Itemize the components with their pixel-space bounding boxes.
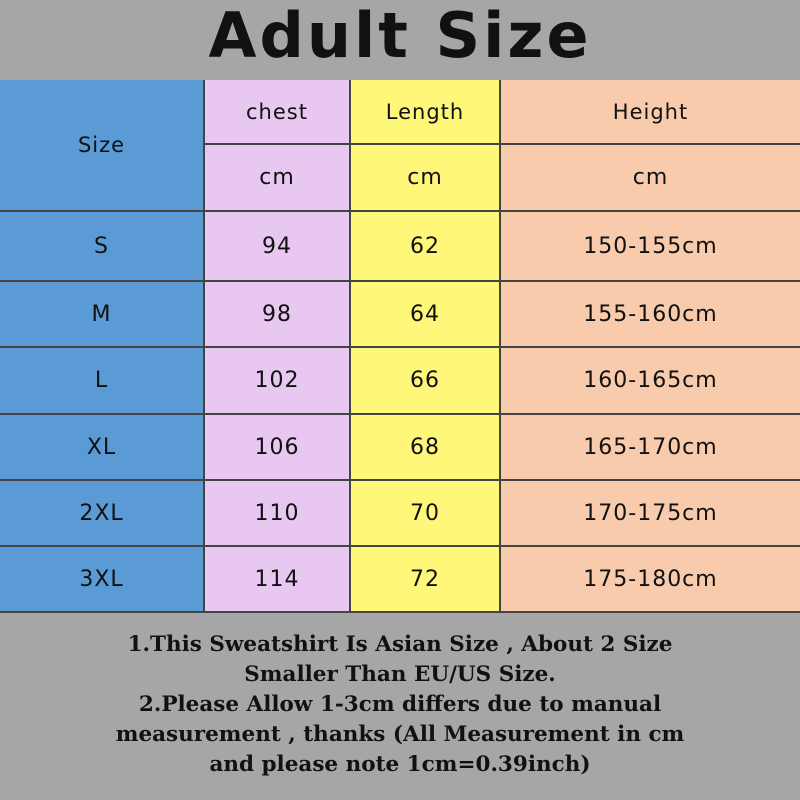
cell-length: 64 — [351, 282, 501, 348]
cell-size: S — [0, 212, 205, 282]
note-line: 1.This Sweatshirt Is Asian Size , About … — [127, 632, 673, 657]
cell-chest: 94 — [205, 212, 351, 282]
cell-height: 165-170cm — [501, 415, 800, 481]
unit-chest: cm — [205, 145, 351, 212]
cell-length: 68 — [351, 415, 501, 481]
cell-length: 62 — [351, 212, 501, 282]
header-height: Height — [501, 80, 800, 145]
cell-chest: 106 — [205, 415, 351, 481]
cell-size: 3XL — [0, 547, 205, 613]
note-line: and please note 1cm=0.39inch) — [209, 752, 591, 777]
header-chest: chest — [205, 80, 351, 145]
cell-size: M — [0, 282, 205, 348]
note-line: Smaller Than EU/US Size. — [244, 662, 556, 687]
cell-chest: 102 — [205, 348, 351, 415]
cell-height: 155-160cm — [501, 282, 800, 348]
cell-height: 175-180cm — [501, 547, 800, 613]
cell-chest: 98 — [205, 282, 351, 348]
note-line: 2.Please Allow 1-3cm differs due to manu… — [138, 692, 662, 717]
unit-length: cm — [351, 145, 501, 212]
cell-length: 70 — [351, 481, 501, 547]
size-table: Size chest Length Height cm cm cm S 94 62 1… — [0, 80, 800, 613]
cell-height: 170-175cm — [501, 481, 800, 547]
cell-height: 150-155cm — [501, 212, 800, 282]
cell-chest: 110 — [205, 481, 351, 547]
cell-height: 160-165cm — [501, 348, 800, 415]
unit-height: cm — [501, 145, 800, 212]
cell-chest: 114 — [205, 547, 351, 613]
header-length: Length — [351, 80, 501, 145]
cell-size: 2XL — [0, 481, 205, 547]
page-title: Adult Size — [208, 0, 592, 72]
cell-length: 72 — [351, 547, 501, 613]
cell-size: L — [0, 348, 205, 415]
note-line: measurement , thanks (All Measurement in… — [115, 722, 685, 747]
cell-size: XL — [0, 415, 205, 481]
header-size: Size — [0, 80, 205, 212]
cell-length: 66 — [351, 348, 501, 415]
notes: 1.This Sweatshirt Is Asian Size , About … — [0, 630, 800, 780]
